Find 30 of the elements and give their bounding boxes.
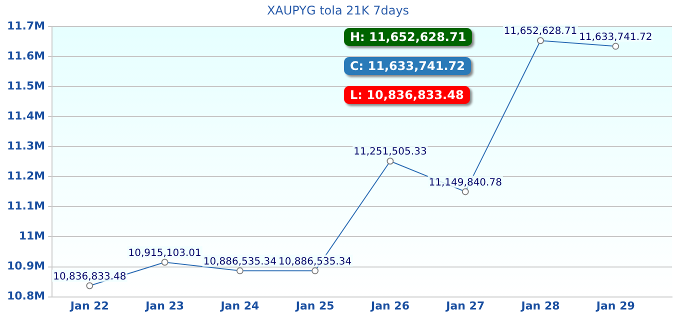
x-tick-label: Jan 24: [220, 299, 260, 312]
data-label: 11,251,505.33: [354, 146, 427, 158]
x-tick-label: Jan 29: [595, 299, 635, 312]
annotation: L: 10,836,833.48: [344, 86, 470, 104]
annotation: C: 11,633,741.72: [344, 57, 471, 75]
x-tick-label: Jan 25: [294, 299, 334, 312]
y-tick-label: 11.1M: [6, 200, 46, 213]
data-label: 11,149,840.78: [428, 177, 502, 188]
chart-title: XAUPYG tola 21K 7days: [266, 3, 410, 18]
x-tick-label: Jan 23: [144, 299, 184, 312]
y-tick-label: 11.5M: [6, 79, 46, 92]
y-tick-label: 11.4M: [6, 109, 46, 122]
y-tick-label: 11.3M: [6, 139, 46, 152]
y-tick-label: 11.6M: [6, 49, 46, 62]
data-label: 10,915,103.01: [128, 248, 202, 259]
x-tick-label: Jan 27: [445, 299, 485, 312]
y-tick-label: 11.2M: [6, 169, 46, 182]
x-tick-label: Jan 26: [370, 299, 410, 312]
data-label: 11,633,741.72: [579, 32, 652, 43]
x-tick-label: Jan 28: [520, 299, 560, 312]
data-label: 10,836,833.48: [53, 271, 126, 282]
x-tick-label: Jan 22: [69, 299, 109, 312]
data-label: 10,886,535.34: [203, 256, 277, 268]
y-tick-label: 10.8M: [6, 290, 46, 303]
data-label: 10,886,535.34: [278, 256, 352, 268]
y-tick-label: 10.9M: [6, 260, 46, 273]
annotation: H: 11,652,628.71: [344, 28, 472, 46]
y-tick-label: 11M: [18, 230, 46, 243]
data-label: 11,652,628.71: [504, 26, 578, 38]
y-tick-label: 11.7M: [6, 19, 46, 32]
